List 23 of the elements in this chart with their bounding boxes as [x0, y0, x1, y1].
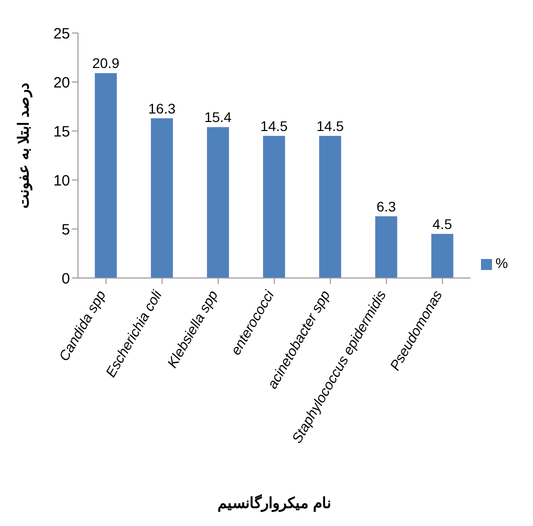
bar [375, 216, 398, 278]
y-tick-label: 25 [53, 25, 70, 42]
y-axis-title: درصد ابتلا به عفونت [15, 82, 32, 208]
data-label: 14.5 [316, 118, 344, 134]
x-axis-title: نام میکروارگانسیم [218, 494, 331, 512]
data-label: 6.3 [376, 198, 396, 214]
legend-label: % [496, 255, 508, 271]
y-tick-label: 5 [62, 221, 70, 238]
y-tick-label: 20 [53, 74, 70, 92]
data-label: 14.5 [260, 118, 288, 134]
y-tick-label: 10 [53, 172, 70, 190]
bar [431, 234, 454, 278]
y-tick-label: 15 [53, 123, 70, 140]
bar [150, 118, 173, 278]
bar [94, 73, 117, 278]
bar [319, 136, 342, 278]
bar [263, 136, 286, 278]
data-label: 4.5 [432, 216, 452, 232]
y-tick-label: 0 [62, 270, 70, 288]
bar [206, 127, 229, 278]
data-label: 15.4 [204, 109, 232, 126]
data-label: 16.3 [148, 100, 176, 116]
data-label: 20.9 [92, 55, 120, 72]
